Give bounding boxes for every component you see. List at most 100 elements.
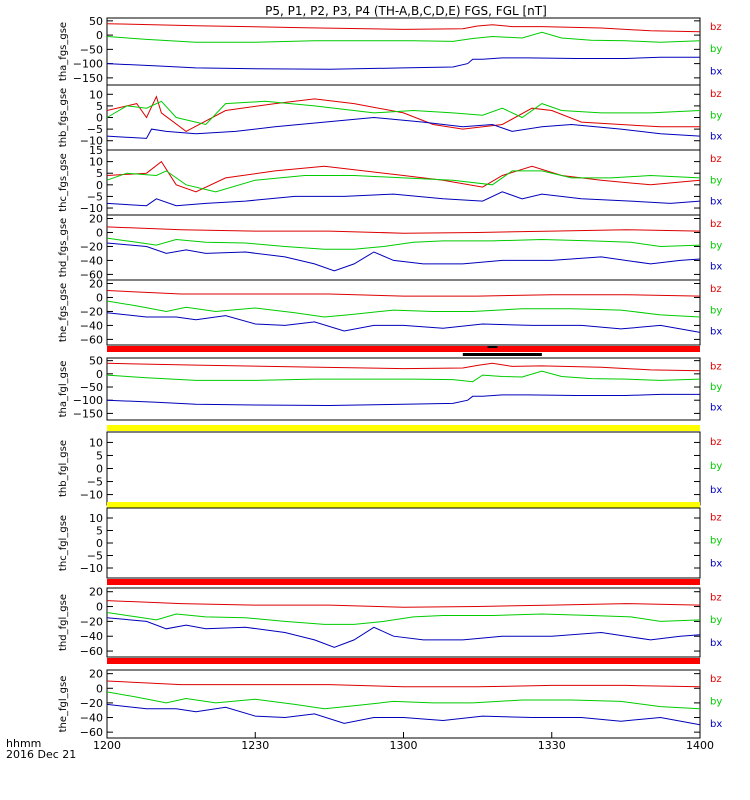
y-tick-label: 0 (96, 601, 103, 614)
series-by (106, 237, 701, 250)
legend-bz: bz (710, 361, 722, 372)
series-bx (106, 617, 701, 648)
y-tick-label: −20 (80, 615, 103, 628)
x-tick-label: 1230 (241, 739, 269, 752)
legend-by: by (710, 305, 722, 316)
panel-the_fgl_gse: 200 −20 −40−60 the_fgl_gse bz by bx (58, 668, 722, 739)
panel-frame (106, 507, 701, 579)
series-by (106, 31, 701, 43)
data-quality-flag-bar (107, 502, 700, 508)
legend-by: by (710, 44, 722, 55)
series-bz (106, 226, 701, 234)
panel-label: thd_fgs_gse (58, 218, 69, 277)
series-bx (106, 56, 700, 70)
y-tick-label: −60 (80, 268, 103, 281)
legend-bx: bx (710, 327, 722, 338)
x-tick-label: 1300 (390, 739, 418, 752)
panel-label: tha_fgl_gse (58, 361, 69, 418)
y-tick-label: 0 (96, 463, 103, 476)
legend-by: by (710, 536, 722, 547)
panel-frame (106, 214, 701, 281)
legend-bz: bz (710, 89, 722, 100)
y-tick-label: −40 (80, 630, 103, 643)
time-format-label: hhmm (6, 737, 41, 750)
legend-by: by (710, 240, 722, 251)
series-by (106, 170, 701, 193)
y-tick-label: 50 (89, 15, 103, 28)
panel-frame (106, 84, 701, 151)
y-tick-label: 0 (96, 682, 103, 695)
plot-title: P5, P1, P2, P3, P4 (TH-A,B,C,D,E) FGS, F… (265, 4, 547, 18)
legend-bz: bz (710, 284, 722, 295)
panel-frame (106, 149, 701, 216)
y-tick-label: 50 (89, 355, 103, 368)
y-tick-label: −40 (80, 319, 103, 332)
panel-thd_fgl_gse: 20 0−20 −40 −60 thd_fgl_gse bz by bx (58, 586, 722, 664)
y-tick-label: −100 (73, 394, 103, 407)
legend-bz: bz (710, 219, 722, 230)
y-tick-label: 5 (96, 449, 103, 462)
series-bz (106, 362, 701, 372)
panel-label: tha_fgs_gse (58, 22, 69, 81)
legend-bz: bz (710, 674, 722, 685)
series-bx (106, 191, 701, 207)
legend-bz: bz (710, 592, 722, 603)
panel-label: thc_fgl_gse (58, 515, 69, 571)
y-tick-label: 0 (96, 537, 103, 550)
y-tick-label: −100 (73, 58, 103, 71)
x-tick-label: 1400 (686, 739, 714, 752)
data-quality-flag-bar (107, 658, 700, 664)
series-bx (106, 703, 701, 726)
y-tick-label: 10 (89, 88, 103, 101)
legend-bz: bz (710, 512, 722, 523)
panel-frame (106, 669, 701, 739)
y-tick-label: 10 (89, 156, 103, 169)
y-tick-label: −20 (80, 305, 103, 318)
panel-frame (106, 279, 701, 346)
series-bz (106, 23, 701, 33)
y-tick-label: 0 (96, 179, 103, 192)
series-by (106, 300, 701, 318)
series-bz (106, 290, 701, 297)
series-bx (106, 116, 701, 139)
legend-bx: bx (710, 485, 722, 496)
y-tick-label: −20 (80, 240, 103, 253)
y-tick-label: −5 (87, 550, 103, 563)
legend-bx: bx (710, 197, 722, 208)
panel-frame (106, 431, 701, 506)
y-tick-label: 0 (96, 291, 103, 304)
series-bx (106, 312, 701, 333)
series-by (106, 100, 701, 126)
y-tick-label: −150 (73, 72, 103, 85)
panel-thd_fgs_gse: 200−20−40−60 thd_fgs_gse bz by bx (58, 212, 722, 281)
legend-bx: bx (710, 559, 722, 570)
panel-frame (106, 17, 701, 86)
date-label: 2016 Dec 21 (6, 748, 76, 761)
y-tick-label: −60 (80, 726, 103, 739)
x-tick-label: 1200 (93, 739, 121, 752)
panel-label: the_fgl_gse (58, 676, 69, 733)
legend-bx: bx (710, 66, 722, 77)
panel-label: thb_fgl_gse (58, 440, 69, 497)
y-tick-label: 5 (96, 525, 103, 538)
series-bz (106, 680, 701, 688)
legend-bx: bx (710, 402, 722, 413)
y-tick-label: 0 (96, 368, 103, 381)
panel-tha_fgl_gse: 500−50−100−150 tha_fgl_gse bz by bx (58, 355, 722, 431)
legend-by: by (710, 110, 722, 121)
legend-bx: bx (710, 638, 722, 649)
y-tick-label: −5 (87, 476, 103, 489)
time-axis: 1200 1230 1300 1330 1400 (93, 732, 714, 752)
legend-bx: bx (710, 132, 722, 143)
series-bz (106, 600, 701, 608)
panel-label: the_fgs_gse (58, 283, 69, 342)
y-tick-label: −5 (87, 190, 103, 203)
y-tick-label: −20 (80, 697, 103, 710)
x-tick-label: 1330 (538, 739, 566, 752)
y-tick-label: −40 (80, 712, 103, 725)
